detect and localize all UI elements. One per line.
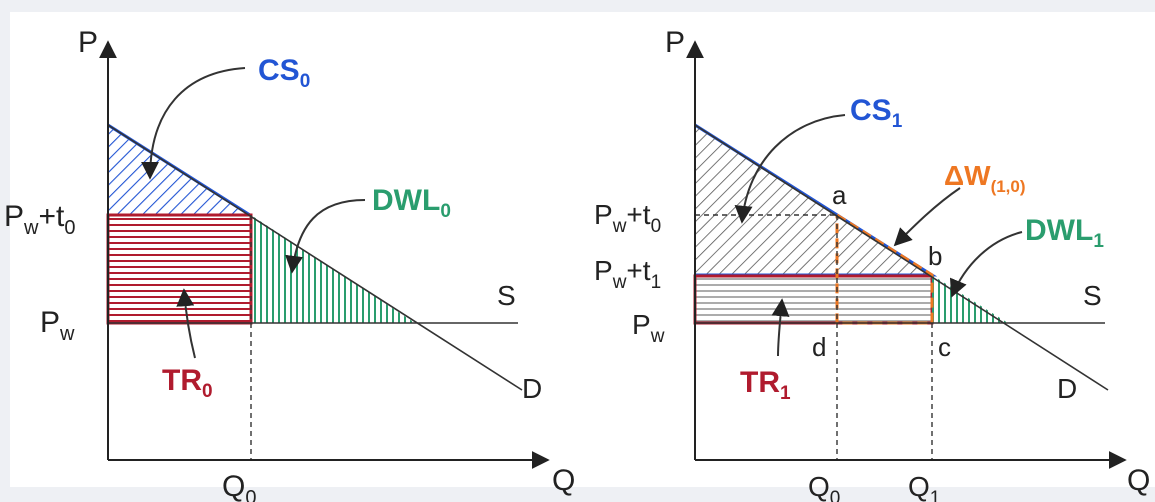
right-dw-label: ΔW(1,0)	[944, 160, 1026, 196]
left-graph: P Q Pw+t0 Pw Q0 S D CS0 DWL0 TR0	[4, 26, 575, 502]
right-tr-area	[693, 274, 934, 325]
left-demand-line	[107, 124, 523, 391]
right-tr-pointer	[771, 298, 790, 357]
right-s-label: S	[1083, 280, 1102, 311]
left-cs-pointer	[141, 67, 246, 180]
right-graph: P Q Pw+t0 Pw+t1 Pw Q0 Q1 S D a b c d CS1…	[594, 26, 1150, 502]
left-axis-q-label: Q	[552, 464, 575, 497]
right-demand-line	[694, 124, 1109, 391]
right-dwl-pointer	[949, 231, 1023, 298]
right-q1-label: Q1	[908, 471, 940, 502]
right-pw-label: Pw	[632, 309, 665, 347]
right-cs-pointer	[734, 114, 846, 224]
left-dwl-label: DWL0	[372, 184, 451, 222]
right-point-b-label: b	[928, 241, 942, 271]
left-s-label: S	[497, 280, 516, 311]
right-axis-q-label: Q	[1127, 464, 1150, 497]
right-point-c-label: c	[938, 332, 951, 362]
left-cs-label: CS0	[258, 54, 310, 92]
left-pw-t0-label: Pw+t0	[4, 200, 75, 239]
right-tr-label: TR1	[740, 366, 791, 404]
right-axis-p-label: P	[665, 26, 685, 59]
left-dwl-pointer	[285, 199, 366, 274]
right-dw-pointer	[893, 187, 961, 247]
left-q0-label: Q0	[222, 470, 256, 502]
right-pw-t0-label: Pw+t0	[594, 199, 661, 237]
left-tr-pointer	[176, 288, 196, 359]
right-d-label: D	[1057, 373, 1077, 404]
right-dwl-label: DWL1	[1025, 214, 1104, 252]
right-point-d-label: d	[812, 332, 826, 362]
right-q0-label: Q0	[808, 471, 840, 502]
right-dwl-area	[932, 275, 1008, 323]
right-pw-t1-label: Pw+t1	[594, 255, 661, 293]
left-tr-label: TR0	[162, 364, 213, 402]
left-tr-area	[106, 213, 253, 325]
left-pw-label: Pw	[40, 306, 75, 345]
left-axis-p-label: P	[78, 26, 98, 59]
right-cs-label: CS1	[850, 94, 903, 132]
right-cs-area	[695, 125, 932, 275]
left-d-label: D	[522, 373, 542, 404]
right-point-a-label: a	[832, 180, 847, 210]
